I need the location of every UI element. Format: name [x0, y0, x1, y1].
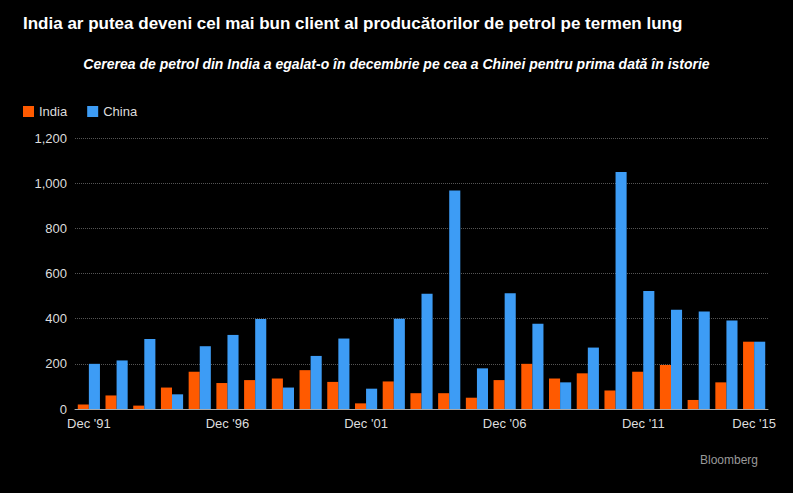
svg-text:800: 800: [45, 221, 67, 236]
svg-text:600: 600: [45, 266, 67, 281]
svg-text:400: 400: [45, 311, 67, 326]
svg-text:1,200: 1,200: [34, 131, 67, 146]
svg-text:Cererea de petrol din India a: Cererea de petrol din India a egalat-o î…: [83, 56, 709, 72]
svg-text:China: China: [103, 104, 138, 119]
svg-text:Dec '15: Dec '15: [732, 416, 776, 431]
svg-text:200: 200: [45, 356, 67, 371]
svg-text:Dec '91: Dec '91: [67, 416, 111, 431]
svg-text:Dec '01: Dec '01: [344, 416, 388, 431]
svg-text:Dec '96: Dec '96: [206, 416, 250, 431]
svg-text:India ar putea deveni cel mai: India ar putea deveni cel mai bun client…: [23, 14, 682, 33]
svg-text:0: 0: [60, 402, 67, 417]
svg-text:Dec '11: Dec '11: [622, 416, 665, 431]
svg-text:Dec '06: Dec '06: [483, 416, 527, 431]
svg-text:Bloomberg: Bloomberg: [700, 453, 758, 467]
svg-text:1,000: 1,000: [34, 176, 67, 191]
svg-text:India: India: [39, 104, 68, 119]
